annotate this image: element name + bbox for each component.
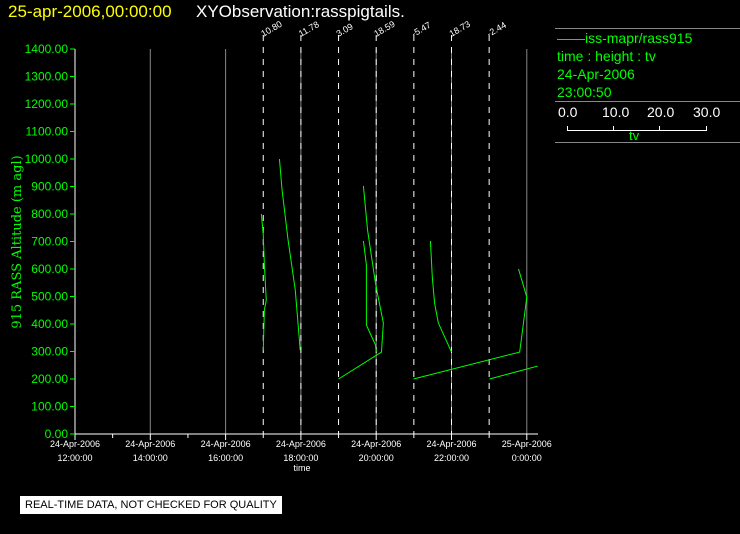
y-tick-label: 800.00 [31,207,68,221]
profile-marker-label: 11.78 [297,19,321,39]
legend: ——iss-mapr/rass915 time : height : tv 24… [555,28,740,143]
y-tick-label: 200.00 [31,372,68,386]
y-tick-label: 1200.00 [25,97,69,111]
x-axis-label: time [293,463,310,473]
scale-minor [659,126,660,130]
profile-line [338,185,384,380]
scale-tick: 0.0 [558,104,578,120]
legend-divider [555,28,740,29]
profile-line [489,365,538,380]
x-tick-label: 24-Apr-2006 [50,439,100,449]
chart-title: XYObservation:rasspigtails. [196,2,405,21]
legend-scale: 0.0 10.0 20.0 30.0 tv [555,102,740,143]
y-tick-label: 100.00 [31,400,68,414]
scale-label: tv [629,128,640,143]
scale-bar [567,126,707,131]
scale-tick: 30.0 [693,104,721,120]
quality-disclaimer: REAL-TIME DATA, NOT CHECKED FOR QUALITY [20,496,282,514]
chart-date-title: 25-apr-2006,00:00:00 [8,2,172,21]
profile-marker-label: -5.47 [410,20,433,39]
y-tick-label: 600.00 [31,262,68,276]
legend-divider [555,142,740,143]
y-tick-label: 1100.00 [26,125,69,139]
x-tick-label: 24-Apr-2006 [276,439,326,449]
profile-marker-label: 18.73 [448,19,473,39]
profile-line [278,158,301,351]
x-tick-label: 25-Apr-2006 [502,439,552,449]
y-tick-label: 300.00 [31,345,68,359]
y-tick-label: 1400.00 [25,42,69,56]
x-tick-label: 18:00:00 [283,453,318,463]
profile-line [260,213,267,351]
profile-line [413,268,528,380]
x-tick-label: 22:00:00 [434,453,469,463]
y-tick-label: 500.00 [31,290,68,304]
profile-marker-label: -2.44 [485,20,508,39]
x-tick-label: 24-Apr-2006 [351,439,401,449]
y-tick-label: 900.00 [31,180,68,194]
profile-marker-label: 10.80 [259,19,284,39]
y-tick-label: 1000.00 [25,152,69,166]
profile-marker-label: 18.59 [372,19,397,39]
x-tick-label: 24-Apr-2006 [201,439,251,449]
profile-marker-label: 3.09 [335,21,355,38]
scale-minor [613,126,614,130]
x-tick-label: 16:00:00 [208,453,243,463]
y-tick-label: 700.00 [31,235,68,249]
x-tick-label: 0:00:00 [512,453,542,463]
x-tick-label: 24-Apr-2006 [125,439,175,449]
y-tick-label: 400.00 [31,317,68,331]
y-tick-label: 1300.00 [25,70,69,84]
y-tick-label: 0.00 [45,427,69,441]
x-tick-label: 20:00:00 [359,453,394,463]
legend-date: 24-Apr-2006 [557,66,635,82]
x-tick-label: 14:00:00 [133,453,168,463]
legend-series: ——iss-mapr/rass915 [557,30,693,46]
legend-vars: time : height : tv [557,48,656,64]
profile-line [362,240,377,353]
x-tick-label: 12:00:00 [57,453,92,463]
y-axis-label: 915 RASS Altitude (m agl) [10,155,25,328]
scale-tick: 10.0 [602,104,630,120]
x-tick-label: 24-Apr-2006 [426,439,476,449]
scale-tick: 20.0 [647,104,675,120]
legend-divider [555,101,740,102]
profile-line [429,240,452,353]
legend-time: 23:00:50 [557,84,612,100]
